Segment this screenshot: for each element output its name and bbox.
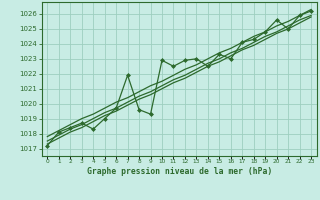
X-axis label: Graphe pression niveau de la mer (hPa): Graphe pression niveau de la mer (hPa) <box>87 167 272 176</box>
